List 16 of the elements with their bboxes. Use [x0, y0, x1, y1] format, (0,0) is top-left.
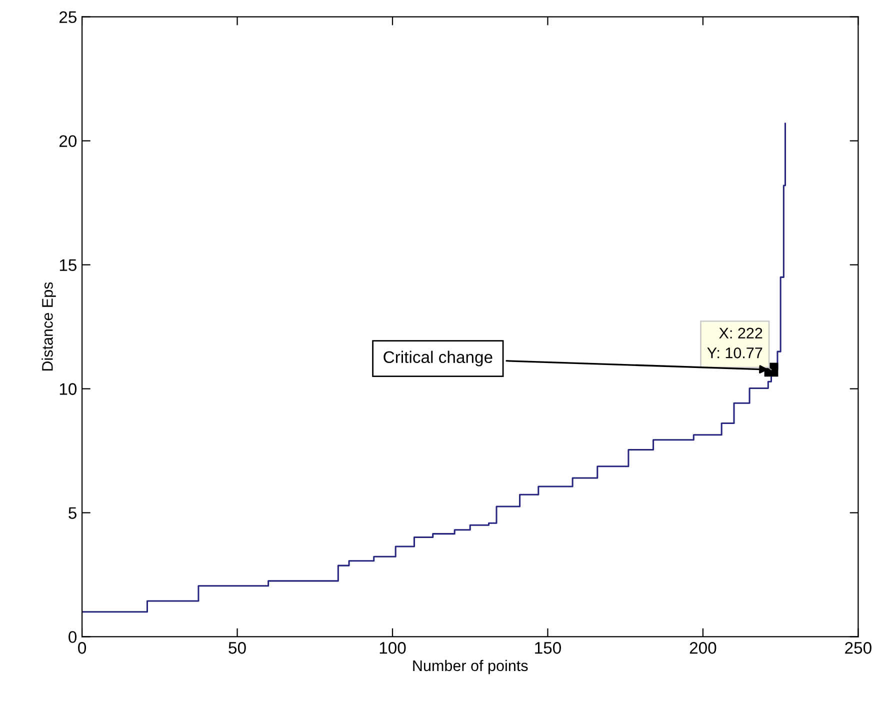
- x-tick-label: 0: [78, 642, 86, 654]
- x-tick-label: 150: [535, 642, 561, 654]
- y-tick-label: 25: [59, 11, 76, 24]
- x-tick-label: 250: [845, 642, 872, 654]
- y-tick-label: 15: [60, 259, 76, 271]
- x-axis-title: Number of points: [413, 660, 528, 674]
- annotation: X: 222 Y: 10.77: [707, 328, 762, 358]
- x-tick-label: 200: [690, 642, 716, 654]
- x-tick-label: 50: [228, 642, 246, 654]
- y-tick-label: 20: [59, 135, 77, 148]
- y-axis-title: Distance Eps: [42, 282, 56, 371]
- annotation: Critical change: [384, 350, 492, 366]
- y-tick-label: 10: [60, 383, 77, 395]
- y-tick-label: 0: [68, 631, 77, 643]
- x-tick-label: 100: [380, 642, 406, 654]
- y-tick-label: 5: [68, 507, 76, 519]
